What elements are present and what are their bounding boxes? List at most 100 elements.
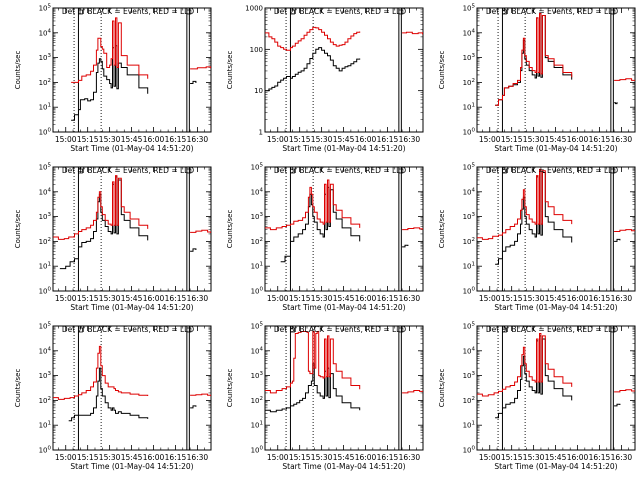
- series-group: [265, 26, 423, 92]
- events-series-line: [495, 335, 573, 419]
- y-tick-base: 10: [39, 213, 48, 221]
- lld-series-line: [402, 31, 423, 35]
- marker-flag: [398, 9, 404, 15]
- plot-frame: [52, 166, 212, 292]
- lld-series-line: [265, 26, 361, 51]
- events-series-line: [190, 248, 197, 252]
- y-tick-exponent: 5: [260, 163, 264, 169]
- panel-7: 15:00 15:15 15:30 15:45 16:00 16:15 16:3010010…: [14, 322, 212, 471]
- panel-title: Det 3f BLACK = Events, RED = LLD: [486, 7, 619, 16]
- plot-frame: [264, 325, 424, 451]
- x-tick-label: 15:15: [501, 135, 523, 144]
- lld-series-line: [614, 229, 635, 232]
- y-tick-label: 100: [39, 128, 52, 137]
- x-tick-label: 15:15: [77, 135, 99, 144]
- x-tick-label: 16:15: [165, 135, 187, 144]
- panel-title: Det 2f BLACK = Events, RED = LLD: [274, 7, 407, 16]
- x-tick-label: 15:15: [501, 294, 523, 303]
- x-axis-label: Start Time (01-May-04 14:51:20): [494, 462, 617, 471]
- x-tick-label: 15:45: [545, 294, 567, 303]
- lld-series-line: [495, 13, 573, 106]
- x-tick-label: 16:15: [165, 453, 187, 462]
- y-tick-base: 10: [39, 188, 48, 196]
- y-tick-exponent: 2: [472, 396, 476, 402]
- y-tick-label: 104: [39, 187, 52, 196]
- y-tick-base: 10: [251, 397, 260, 405]
- panel-5: 15:00 15:15 15:30 15:45 16:00 16:15 16:3010010…: [226, 163, 424, 312]
- y-tick-label: 102: [39, 237, 51, 246]
- y-tick-base: 10: [251, 263, 260, 271]
- y-tick-label: 105: [463, 322, 476, 331]
- y-axis-label: Counts/sec: [438, 210, 446, 249]
- y-tick-label: 100: [39, 446, 52, 455]
- x-tick-label: 16:30: [187, 294, 209, 303]
- lld-series-line: [402, 227, 423, 231]
- y-tick-base: 10: [39, 29, 48, 37]
- y-tick-label: 103: [39, 212, 52, 221]
- x-tick-label: 15:45: [545, 135, 567, 144]
- y-tick-exponent: 5: [48, 4, 52, 10]
- y-axis-label: Counts/sec: [226, 51, 234, 90]
- y-tick-label: 104: [463, 187, 476, 196]
- lld-series-line: [265, 179, 361, 231]
- series-group: [53, 345, 211, 422]
- y-tick-exponent: 0: [48, 446, 52, 452]
- y-tick-exponent: 0: [472, 128, 476, 134]
- y-tick-label: 105: [463, 4, 476, 13]
- y-tick-exponent: 4: [472, 346, 476, 352]
- panel-8: 15:00 15:15 15:30 15:45 16:00 16:15 16:3010010…: [226, 322, 424, 471]
- y-tick-label: 104: [39, 28, 52, 37]
- marker-flag: [610, 168, 616, 174]
- events-series-line: [495, 170, 573, 265]
- y-tick-exponent: 2: [48, 78, 52, 84]
- panel-4: 15:00 15:15 15:30 15:45 16:00 16:15 16:3010010…: [14, 163, 212, 312]
- y-tick-label: 102: [251, 237, 263, 246]
- plot-frame: [52, 325, 212, 451]
- y-tick-exponent: 1: [472, 421, 476, 427]
- y-tick-exponent: 5: [472, 163, 476, 169]
- x-tick-label: 16:30: [399, 453, 421, 462]
- y-tick-label: 101: [251, 421, 263, 430]
- plot-frame: [264, 7, 424, 133]
- y-tick-label: 100: [463, 287, 476, 296]
- y-axis-label: Counts/sec: [14, 51, 22, 90]
- y-tick-label: 101: [463, 262, 475, 271]
- y-tick-base: 10: [39, 447, 48, 455]
- x-tick-label: 15:45: [333, 135, 355, 144]
- panel-2: 15:00 15:15 15:30 15:45 16:00 16:15 16:30 1 10 10…: [226, 5, 424, 153]
- x-tick-label: 15:30: [311, 294, 333, 303]
- y-tick-base: 10: [463, 54, 472, 62]
- x-tick-label: 15:00: [479, 294, 501, 303]
- marker-flag: [186, 327, 192, 333]
- y-tick-base: 10: [39, 104, 48, 112]
- y-tick-exponent: 2: [260, 237, 264, 243]
- lld-series-line: [190, 66, 211, 70]
- y-tick-base: 10: [39, 164, 48, 172]
- y-tick-base: 10: [39, 397, 48, 405]
- x-tick-label: 15:00: [55, 135, 77, 144]
- x-axis-label: Start Time (01-May-04 14:51:20): [70, 144, 193, 153]
- events-series-line: [190, 80, 197, 84]
- panel-title: Det 9f BLACK = Events, RED = LLD: [486, 325, 619, 334]
- x-tick-label: 15:45: [333, 294, 355, 303]
- y-tick-exponent: 1: [260, 262, 264, 268]
- marker-flag: [398, 327, 404, 333]
- y-tick-base: 10: [251, 188, 260, 196]
- y-tick-exponent: 0: [48, 287, 52, 293]
- y-tick-label: 102: [463, 396, 475, 405]
- y-tick-exponent: 5: [48, 163, 52, 169]
- events-series-line: [614, 102, 618, 105]
- y-tick-label: 1: [259, 129, 263, 137]
- events-series-line: [190, 405, 197, 409]
- y-tick-exponent: 0: [472, 287, 476, 293]
- y-tick-base: 10: [39, 288, 48, 296]
- y-tick-base: 10: [463, 397, 472, 405]
- y-tick-label: 100: [463, 128, 476, 137]
- y-tick-label: 100: [39, 287, 52, 296]
- x-tick-label: 16:00: [567, 294, 589, 303]
- y-tick-base: 10: [463, 372, 472, 380]
- y-tick-base: 10: [39, 5, 48, 13]
- y-tick-label: 105: [251, 322, 264, 331]
- y-tick-exponent: 3: [48, 212, 52, 218]
- y-tick-label: 102: [39, 78, 51, 87]
